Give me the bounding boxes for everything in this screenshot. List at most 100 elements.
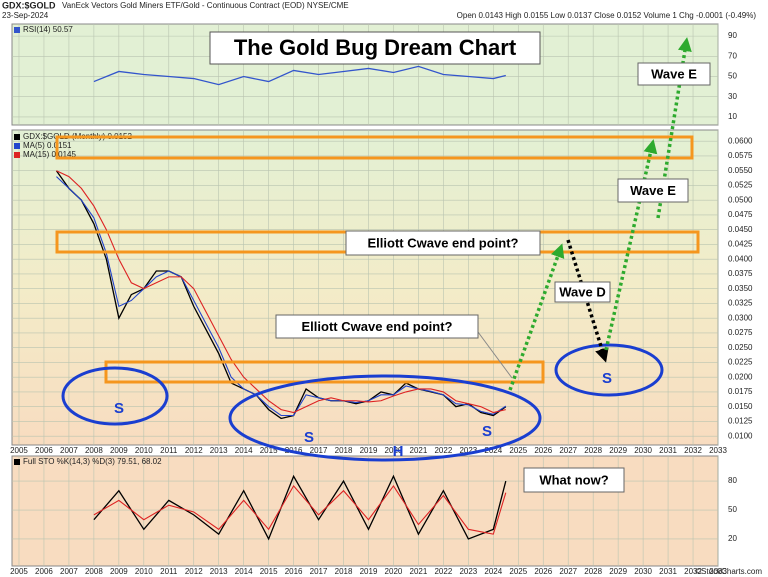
pattern-label: S: [602, 370, 612, 387]
annotation: Wave D: [559, 284, 605, 299]
x-tick-label: 2018: [335, 567, 353, 576]
x-tick-label: 2033: [709, 446, 727, 455]
annotations: Wave E Wave E Elliott Cwave end point? Wave…: [114, 62, 711, 493]
x-tick-label: 2021: [410, 446, 428, 455]
y-tick-label: 50: [728, 505, 737, 514]
x-tick-label: 2013: [210, 567, 228, 576]
x-tick-label: 2031: [659, 446, 677, 455]
annotation-box: [617, 178, 689, 203]
x-tick-label: 2033: [709, 567, 727, 576]
legend-label: Full STO %K(14,3) %D(3) 79.51, 68.02: [23, 457, 162, 466]
x-tick-label: 2022: [434, 567, 452, 576]
series-line: [93, 65, 506, 86]
x-tick-label: 2012: [185, 446, 203, 455]
y-tick-label: 0.0400: [728, 254, 753, 263]
y-tick-label: 0.0275: [728, 328, 753, 337]
highlight-ellipse: [61, 366, 169, 426]
legend-label: RSI(14) 50.57: [23, 25, 73, 34]
annotation-box: [637, 62, 711, 86]
y-tick-label: 0.0350: [728, 284, 753, 293]
pattern-label: S: [304, 429, 314, 446]
x-tick-label: 2022: [434, 446, 452, 455]
pattern-label: S: [482, 423, 492, 440]
annotation: Elliott Cwave end point?: [302, 319, 453, 334]
description: VanEck Vectors Gold Miners ETF/Gold - Co…: [62, 1, 349, 10]
x-tick-label: 2032: [684, 567, 702, 576]
y-tick-label: 0.0450: [728, 225, 753, 234]
y-tick-label: 0.0200: [728, 372, 753, 381]
y-tick-label: 20: [728, 534, 737, 543]
y-tick-label: 0.0550: [728, 166, 753, 175]
y-tick-label: 0.0425: [728, 240, 753, 249]
x-tick-label: 2019: [360, 567, 378, 576]
x-tick-label: 2006: [35, 567, 53, 576]
y-tick-label: 0.0225: [728, 358, 753, 367]
pattern-label: H: [393, 443, 404, 460]
source: ©StockCharts.com: [695, 567, 762, 576]
x-tick-label: 2030: [634, 446, 652, 455]
x-tick-label: 2025: [509, 446, 527, 455]
x-tick-label: 2012: [185, 567, 203, 576]
x-tick-label: 2011: [160, 446, 178, 455]
x-tick-label: 2017: [310, 567, 328, 576]
x-tick-label: 2026: [534, 567, 552, 576]
series-line: [56, 176, 507, 417]
y-tick-label: 70: [728, 51, 737, 60]
y-tick-label: 0.0475: [728, 210, 753, 219]
annotation: Elliott Cwave end point?: [368, 235, 519, 250]
y-tick-label: 0.0600: [728, 136, 753, 145]
x-tick-label: 2007: [60, 446, 78, 455]
x-tick-label: 2008: [85, 446, 103, 455]
series-line: [93, 484, 507, 535]
x-tick-label: 2029: [609, 446, 627, 455]
y-tick-label: 0.0525: [728, 181, 753, 190]
quote: Open 0.0143 High 0.0155 Low 0.0137 Close…: [457, 11, 757, 20]
legend-swatch: [14, 143, 20, 149]
x-tick-label: 2009: [110, 446, 128, 455]
x-tick-label: 2032: [684, 446, 702, 455]
y-tick-label: 0.0250: [728, 343, 753, 352]
x-tick-label: 2015: [260, 567, 278, 576]
x-tick-label: 2023: [459, 567, 477, 576]
y-tick-label: 0.0100: [728, 431, 753, 440]
legend-swatch: [14, 152, 20, 158]
y-tick-label: 30: [728, 92, 737, 101]
support-box: [104, 360, 545, 384]
title-box: [209, 31, 541, 65]
x-tick-label: 2021: [410, 567, 428, 576]
y-tick-label: 0.0325: [728, 299, 753, 308]
x-tick-label: 2016: [285, 567, 303, 576]
highlight-ellipse: [228, 374, 542, 462]
x-tick-label: 2028: [584, 446, 602, 455]
x-tick-label: 2007: [60, 567, 78, 576]
x-tick-label: 2020: [385, 446, 403, 455]
x-tick-label: 2023: [459, 446, 477, 455]
legend-swatch: [14, 459, 20, 465]
x-tick-label: 2005: [10, 446, 28, 455]
x-tick-label: 2014: [235, 446, 253, 455]
x-tick-label: 2029: [609, 567, 627, 576]
x-tick-label: 2009: [110, 567, 128, 576]
x-tick-label: 2019: [360, 446, 378, 455]
x-tick-label: 2027: [559, 567, 577, 576]
annotation-box: [523, 467, 625, 493]
x-tick-label: 2011: [160, 567, 178, 576]
annotation-box: [554, 281, 611, 303]
legend-label: MA(15) 0.0145: [23, 150, 76, 159]
projection-arrow: [508, 243, 565, 391]
annotation: Wave E: [651, 66, 697, 81]
x-tick-label: 2024: [484, 446, 502, 455]
x-tick-label: 2010: [135, 446, 153, 455]
symbol: GDX:$GOLD: [2, 0, 56, 10]
panel-backgrounds: [11, 23, 719, 567]
x-tick-label: 2020: [385, 567, 403, 576]
y-tick-label: 0.0500: [728, 195, 753, 204]
x-tick-label: 2031: [659, 567, 677, 576]
y-tick-label: 0.0300: [728, 313, 753, 322]
x-tick-label: 2027: [559, 446, 577, 455]
y-tick-label: 10: [728, 112, 737, 121]
y-tick-label: 50: [728, 72, 737, 81]
x-tick-label: 2014: [235, 567, 253, 576]
y-tick-label: 0.0175: [728, 387, 753, 396]
